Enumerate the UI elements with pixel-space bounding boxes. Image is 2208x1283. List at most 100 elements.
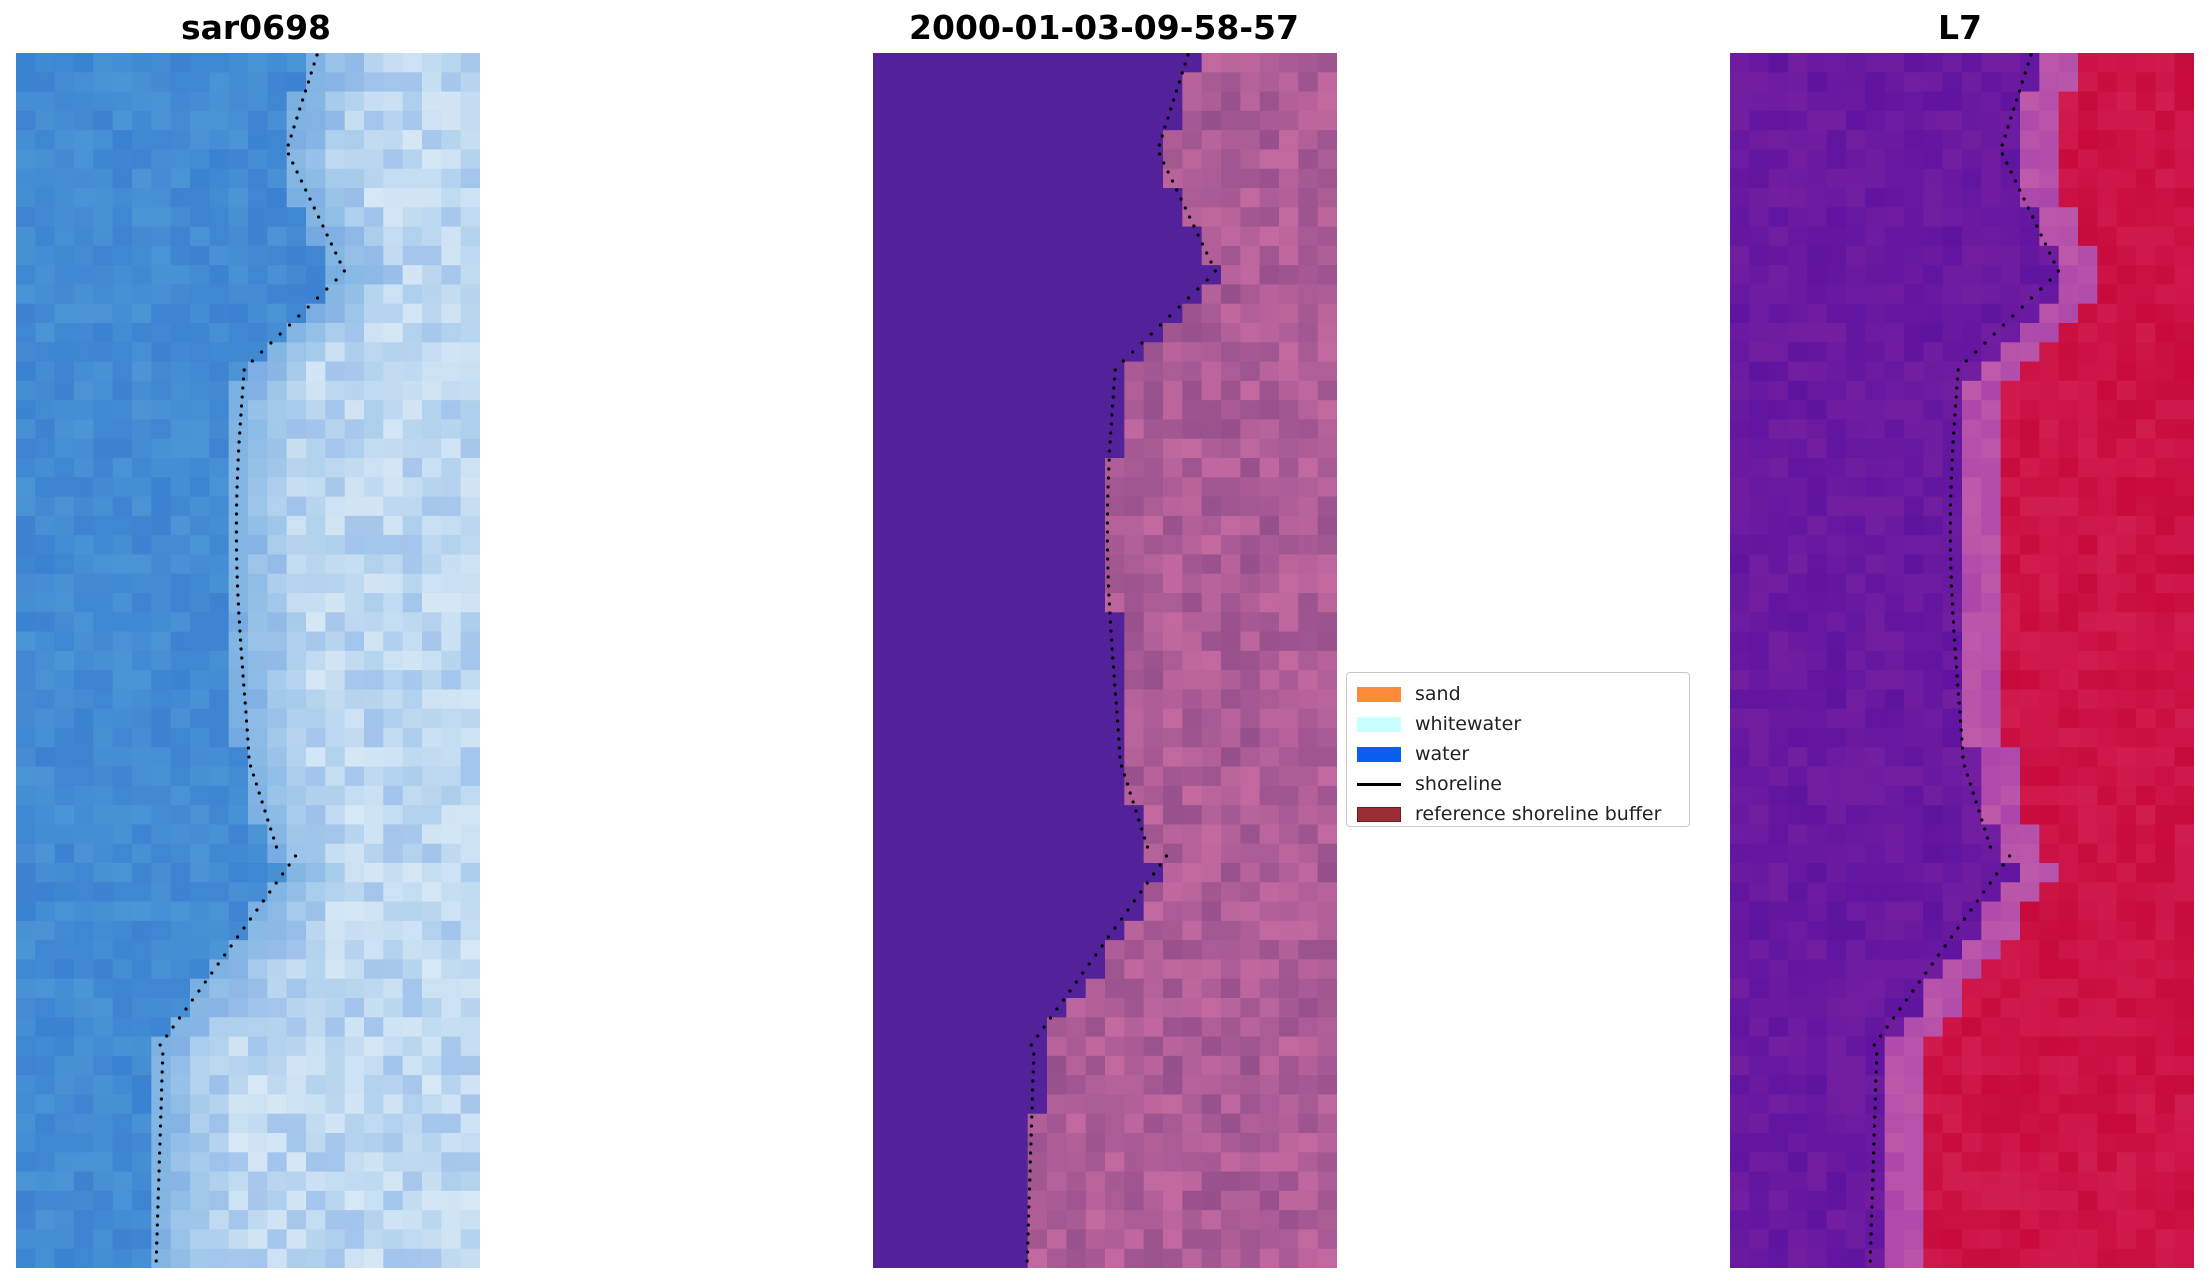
- raster-pixel: [2000, 1190, 2021, 1211]
- raster-pixel: [2039, 1017, 2060, 1038]
- raster-pixel: [286, 323, 307, 343]
- raster-pixel: [1884, 361, 1905, 382]
- raster-pixel: [35, 843, 56, 864]
- raster-pixel: [209, 245, 230, 266]
- raster-pixel: [325, 265, 346, 286]
- raster-pixel: [16, 226, 36, 247]
- raster-pixel: [2155, 265, 2176, 286]
- raster-pixel: [402, 554, 423, 575]
- shoreline-dot: [234, 521, 238, 525]
- raster-pixel: [228, 805, 249, 826]
- raster-pixel: [2000, 805, 2021, 826]
- raster-pixel: [1904, 785, 1924, 806]
- legend-item-sand: sand: [1357, 679, 1679, 709]
- raster-pixel: [325, 920, 346, 941]
- shoreline-dot: [306, 305, 310, 309]
- raster-pixel: [1865, 612, 1886, 633]
- raster-pixel: [364, 1113, 384, 1134]
- shoreline-dot: [216, 962, 220, 966]
- raster-pixel: [1047, 303, 1067, 324]
- raster-pixel: [170, 998, 191, 1018]
- shoreline-dot: [155, 1232, 159, 1236]
- raster-pixel: [931, 708, 951, 729]
- raster-pixel: [931, 207, 951, 228]
- raster-pixel: [931, 149, 951, 170]
- raster-pixel: [16, 863, 36, 883]
- raster-pixel: [1124, 708, 1145, 729]
- raster-pixel: [2155, 1133, 2176, 1153]
- raster-pixel: [1962, 708, 1982, 729]
- raster-pixel: [1942, 670, 1963, 691]
- raster-pixel: [364, 843, 384, 864]
- raster-pixel: [112, 303, 133, 324]
- raster-pixel: [2039, 1171, 2060, 1192]
- raster-pixel: [2020, 265, 2040, 286]
- raster-pixel: [1730, 1055, 1750, 1076]
- raster-pixel: [151, 554, 172, 575]
- raster-pixel: [325, 689, 346, 710]
- raster-pixel: [2039, 631, 2060, 652]
- raster-pixel: [228, 361, 249, 382]
- raster-pixel: [1807, 1229, 1828, 1250]
- raster-pixel: [151, 612, 172, 633]
- raster-pixel: [1085, 1190, 1106, 1211]
- raster-pixel: [931, 1229, 951, 1250]
- raster-pixel: [132, 1248, 152, 1268]
- raster-pixel: [441, 130, 462, 151]
- raster-pixel: [1846, 920, 1866, 941]
- raster-pixel: [441, 361, 462, 382]
- raster-pixel: [74, 728, 94, 748]
- raster-pixel: [2039, 940, 2060, 961]
- raster-pixel: [1182, 477, 1203, 498]
- raster-pixel: [931, 110, 951, 131]
- raster-pixel: [1201, 573, 1222, 594]
- raster-pixel: [2078, 940, 2098, 961]
- raster-pixel: [383, 1248, 404, 1268]
- raster-pixel: [248, 863, 268, 883]
- raster-pixel: [132, 1055, 152, 1076]
- raster-pixel: [2039, 920, 2060, 941]
- raster-pixel: [1884, 400, 1905, 421]
- raster-pixel: [112, 728, 133, 748]
- raster-pixel: [248, 728, 268, 748]
- raster-pixel: [1768, 631, 1789, 652]
- raster-pixel: [1047, 496, 1067, 517]
- raster-pixel: [2020, 91, 2040, 112]
- raster-pixel: [1085, 708, 1106, 729]
- raster-pixel: [1008, 612, 1029, 633]
- raster-pixel: [1884, 1152, 1905, 1173]
- raster-pixel: [402, 1171, 423, 1192]
- raster-pixel: [1279, 72, 1299, 93]
- raster-pixel: [2058, 1055, 2079, 1076]
- raster-pixel: [1066, 419, 1087, 440]
- raster-pixel: [1066, 728, 1087, 748]
- raster-pixel: [2078, 1017, 2098, 1038]
- raster-pixel: [1201, 766, 1222, 787]
- raster-pixel: [1807, 1113, 1828, 1134]
- raster-pixel: [54, 1171, 75, 1192]
- raster-pixel: [873, 1210, 893, 1231]
- raster-pixel: [1240, 785, 1261, 806]
- raster-pixel: [1981, 1113, 2002, 1134]
- raster-pixel: [911, 882, 932, 903]
- raster-pixel: [950, 805, 971, 826]
- raster-pixel: [441, 535, 462, 556]
- raster-pixel: [1768, 824, 1789, 845]
- raster-pixel: [1923, 959, 1944, 980]
- raster-pixel: [2020, 824, 2040, 845]
- raster-pixel: [1259, 1075, 1280, 1096]
- raster-pixel: [1047, 1248, 1067, 1268]
- raster-pixel: [132, 882, 152, 903]
- raster-pixel: [1027, 1210, 1048, 1231]
- raster-pixel: [383, 53, 404, 73]
- raster-pixel: [1865, 342, 1886, 363]
- raster-pixel: [2078, 1190, 2098, 1211]
- raster-pixel: [1981, 766, 2002, 787]
- raster-pixel: [151, 998, 172, 1018]
- raster-pixel: [1163, 863, 1183, 883]
- raster-pixel: [132, 1190, 152, 1211]
- raster-pixel: [1942, 785, 1963, 806]
- raster-pixel: [112, 747, 133, 768]
- raster-pixel: [1124, 149, 1145, 170]
- raster-pixel: [2136, 766, 2156, 787]
